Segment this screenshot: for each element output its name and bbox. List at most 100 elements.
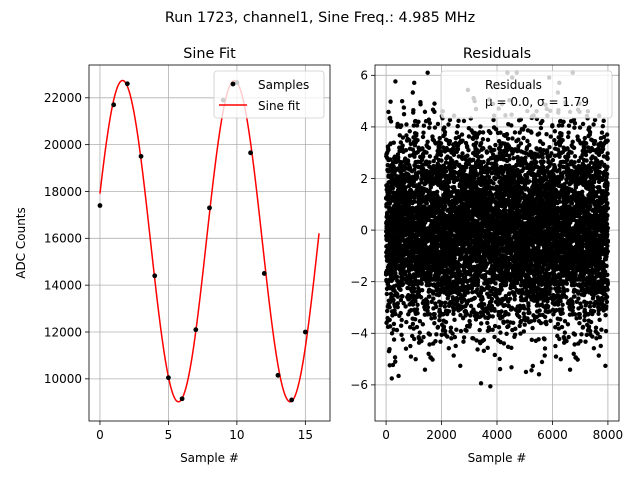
residual-point bbox=[398, 287, 403, 292]
residual-point bbox=[427, 342, 432, 347]
residual-point bbox=[425, 139, 430, 144]
residual-point bbox=[481, 337, 487, 343]
residual-point bbox=[414, 123, 420, 128]
residual-point bbox=[410, 302, 416, 307]
residual-point bbox=[481, 348, 487, 354]
residual-point bbox=[387, 324, 393, 329]
residual-point bbox=[418, 102, 423, 107]
residual-point bbox=[403, 147, 409, 153]
residual-point bbox=[401, 281, 406, 287]
residual-point bbox=[407, 138, 412, 143]
residual-point bbox=[425, 308, 430, 313]
residual-point bbox=[419, 157, 425, 163]
residual-point bbox=[501, 341, 507, 346]
residual-point bbox=[491, 117, 496, 123]
sample-point bbox=[248, 150, 253, 156]
residual-point bbox=[387, 305, 392, 310]
figure-suptitle: Run 1723, channel1, Sine Freq.: 4.985 MH… bbox=[165, 10, 475, 26]
residual-point bbox=[397, 133, 402, 138]
residual-point bbox=[395, 121, 400, 127]
residual-point bbox=[438, 141, 444, 146]
residual-point bbox=[486, 284, 492, 290]
residual-point bbox=[460, 151, 465, 156]
residual-point bbox=[493, 142, 498, 148]
residual-point bbox=[426, 351, 431, 356]
sine-fit-x-tick-label: 0 bbox=[96, 428, 104, 442]
residual-point bbox=[388, 99, 393, 104]
residual-point bbox=[501, 320, 506, 325]
sine-fit-plot-frame bbox=[88, 64, 331, 422]
residual-point bbox=[427, 125, 432, 130]
residual-point bbox=[400, 337, 405, 342]
residual-point bbox=[402, 272, 408, 277]
residual-point bbox=[485, 345, 490, 351]
sample-point bbox=[207, 205, 212, 211]
residual-point bbox=[392, 308, 397, 313]
residual-point bbox=[424, 150, 429, 155]
residual-point bbox=[491, 181, 496, 186]
residual-point bbox=[419, 338, 424, 344]
residual-point bbox=[509, 345, 514, 350]
residual-point bbox=[478, 381, 484, 386]
residual-point bbox=[492, 323, 498, 329]
sample-point bbox=[289, 397, 295, 403]
residual-point bbox=[421, 123, 427, 128]
residual-point bbox=[395, 304, 400, 310]
residual-point bbox=[424, 201, 429, 206]
sine-fit-y-tick-label: 22000 bbox=[44, 91, 82, 105]
sine-fit-y-axis-label: ADC Counts bbox=[14, 207, 28, 279]
residual-point bbox=[392, 154, 397, 159]
residual-point bbox=[443, 328, 448, 334]
residual-point bbox=[466, 148, 471, 153]
residual-point bbox=[427, 332, 433, 337]
residual-point bbox=[387, 317, 392, 323]
residual-point bbox=[441, 324, 447, 329]
residual-point bbox=[465, 290, 471, 295]
residual-point bbox=[452, 334, 458, 340]
sine-fit-y-tick-label: 16000 bbox=[44, 232, 82, 246]
residual-point bbox=[404, 122, 409, 127]
residual-point bbox=[451, 353, 456, 358]
residual-point bbox=[507, 296, 513, 301]
residual-point bbox=[398, 297, 404, 303]
residual-point bbox=[435, 324, 441, 330]
residual-point bbox=[464, 328, 469, 333]
residual-point bbox=[442, 125, 447, 130]
residual-point bbox=[419, 287, 425, 293]
sample-point bbox=[302, 329, 308, 335]
residual-point bbox=[455, 123, 460, 129]
residual-point bbox=[510, 136, 515, 141]
residual-point bbox=[405, 159, 411, 164]
residual-point bbox=[401, 105, 407, 110]
residual-point bbox=[417, 318, 423, 324]
residual-point bbox=[452, 317, 457, 323]
residual-point bbox=[432, 315, 437, 320]
residual-point bbox=[427, 294, 432, 299]
residual-point bbox=[415, 174, 420, 180]
residual-point bbox=[420, 134, 426, 140]
sine-fit-x-ticks: 0 5 10 15 bbox=[96, 421, 313, 442]
residual-point bbox=[510, 320, 516, 325]
sine-fit-sample-points bbox=[97, 80, 308, 403]
residual-point bbox=[425, 70, 430, 75]
residual-point bbox=[443, 300, 448, 305]
residual-point bbox=[490, 314, 495, 319]
residual-point bbox=[488, 130, 493, 136]
residual-point bbox=[384, 291, 390, 297]
residual-point bbox=[467, 322, 473, 327]
sample-point bbox=[179, 396, 185, 402]
sample-point bbox=[111, 102, 117, 108]
residual-point bbox=[398, 323, 404, 328]
residual-point bbox=[394, 260, 399, 266]
residual-point bbox=[390, 362, 396, 368]
residual-point bbox=[485, 320, 490, 326]
residual-point bbox=[429, 316, 434, 321]
residual-point bbox=[478, 124, 483, 129]
residual-point bbox=[391, 327, 396, 332]
residual-point bbox=[432, 101, 437, 106]
sample-point bbox=[275, 372, 281, 378]
residual-point bbox=[410, 90, 415, 95]
residual-point bbox=[400, 135, 406, 140]
residual-point bbox=[432, 109, 437, 115]
